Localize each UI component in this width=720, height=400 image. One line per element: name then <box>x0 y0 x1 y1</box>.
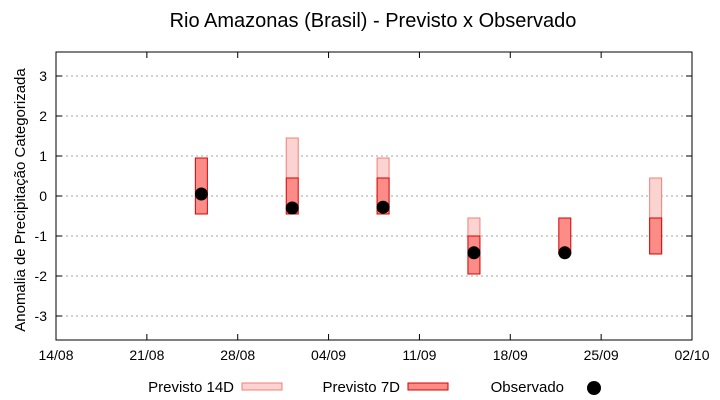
x-tick-label: 25/09 <box>584 347 619 363</box>
legend-label-observed: Observado <box>491 379 564 396</box>
observed-point <box>285 201 299 215</box>
y-ticks: -3 -2 -1 0 1 2 3 <box>35 68 692 324</box>
y-axis-label: Anomalia de Precipitação Categorizada <box>12 68 29 332</box>
legend-label-7d: Previsto 7D <box>322 379 400 396</box>
observed-point <box>194 187 208 201</box>
y-tick-label: 3 <box>39 68 47 84</box>
x-ticks: 14/08 21/08 28/08 04/09 11/09 18/09 25/09 02/10 <box>38 52 710 363</box>
x-tick-label: 11/09 <box>402 347 436 363</box>
y-tick-label: 0 <box>39 188 47 204</box>
legend-swatch-7d <box>407 382 449 391</box>
legend-label-14d: Previsto 14D <box>148 379 234 396</box>
observed-point <box>558 246 572 260</box>
x-tick-label: 28/08 <box>220 347 255 363</box>
x-tick-label: 18/09 <box>493 347 528 363</box>
grid-layer <box>56 75 692 317</box>
forecast-7d-bar <box>194 157 208 215</box>
y-tick-label: -1 <box>35 228 48 244</box>
forecast-7d-bars <box>194 157 663 275</box>
observed-point <box>467 246 481 260</box>
x-tick-label: 14/08 <box>38 347 73 363</box>
observed-point <box>376 200 390 214</box>
forecast-7d-bar <box>649 217 663 255</box>
legend-swatch-14d <box>241 382 283 391</box>
legend: Previsto 14D Previsto 7D Observado <box>148 379 601 396</box>
y-tick-label: -3 <box>35 308 48 324</box>
x-tick-label: 21/08 <box>129 347 164 363</box>
legend-swatch-observed <box>587 381 601 395</box>
x-tick-label: 04/09 <box>311 347 346 363</box>
y-tick-label: 2 <box>39 108 47 124</box>
x-tick-label: 02/10 <box>674 347 709 363</box>
forecast-14d-bar <box>285 137 299 179</box>
y-tick-label: 1 <box>39 148 47 164</box>
y-tick-label: -2 <box>35 268 48 284</box>
chart-title: Rio Amazonas (Brasil) - Previsto x Obser… <box>170 10 577 32</box>
observed-points <box>194 187 572 260</box>
